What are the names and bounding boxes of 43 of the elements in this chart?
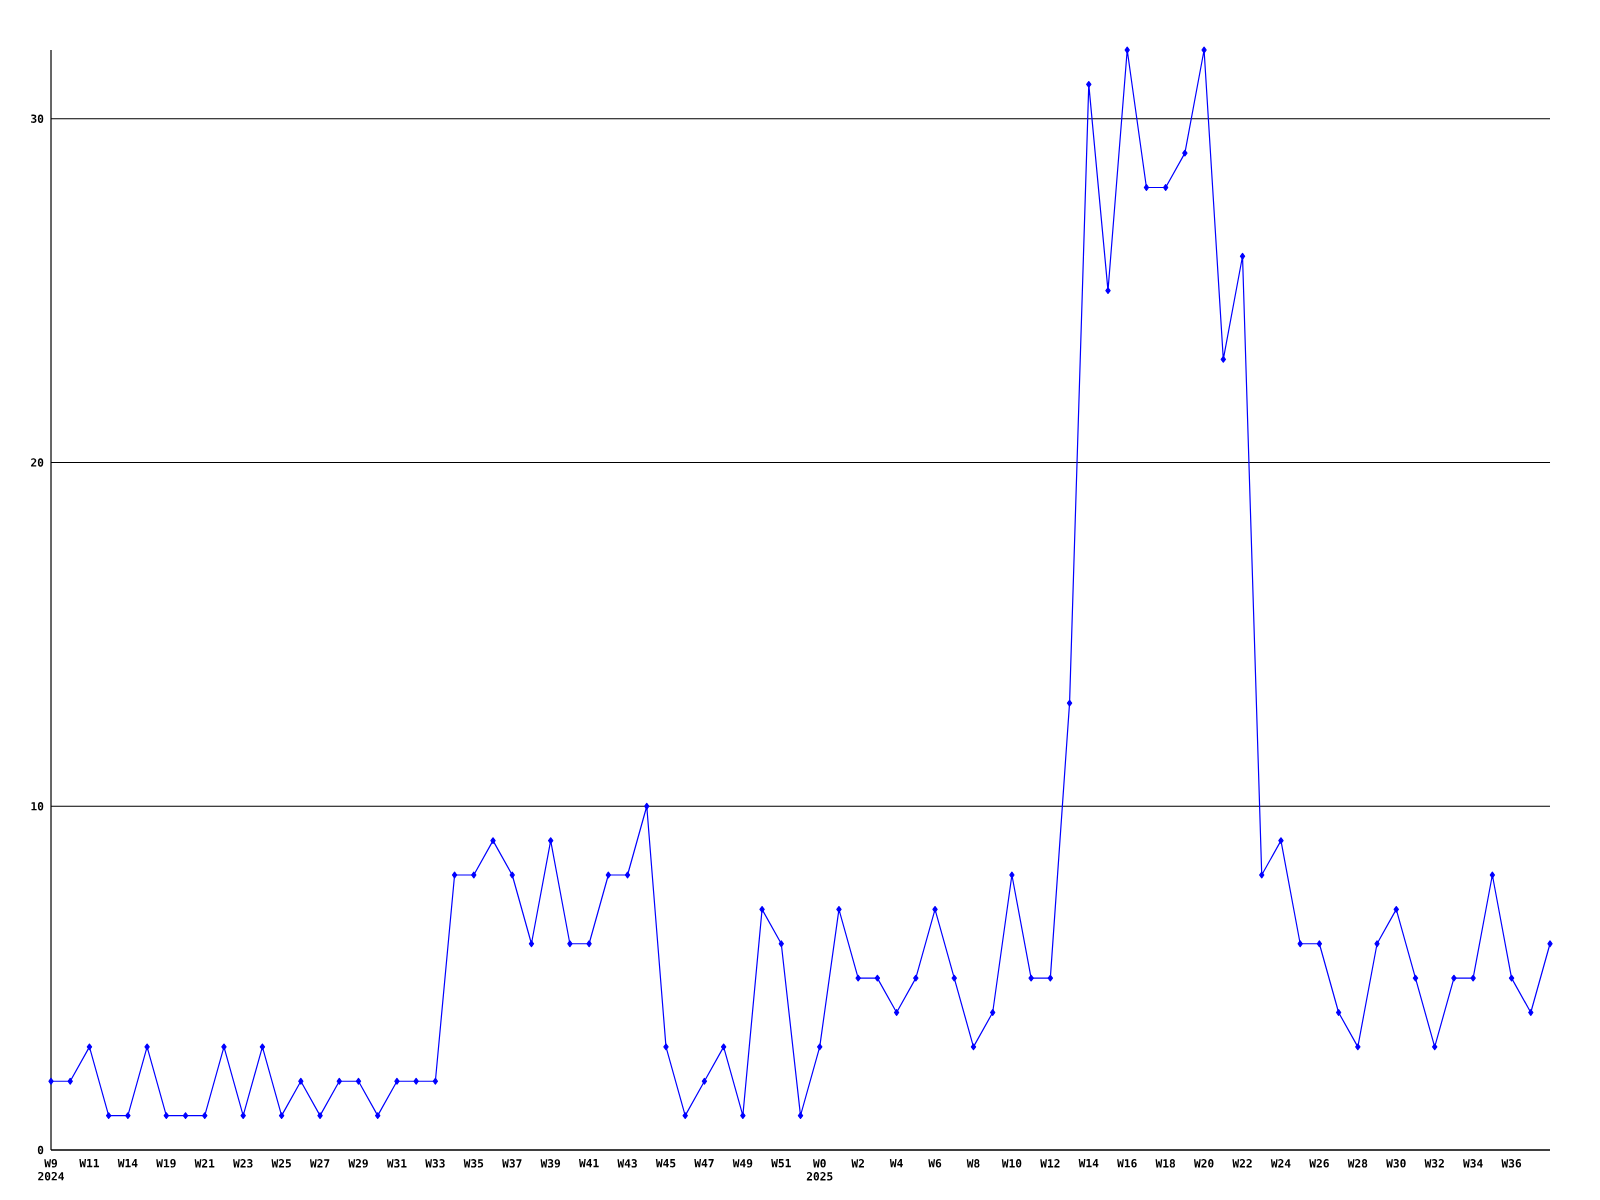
- y-tick-label: 10: [31, 802, 44, 811]
- x-tick-label: W45: [655, 1159, 676, 1168]
- x-tick-label: W18: [1155, 1159, 1176, 1168]
- x-tick-label: W39: [540, 1159, 561, 1168]
- x-tick-label: W10: [1001, 1159, 1022, 1168]
- x-tick-label: W11: [79, 1159, 100, 1168]
- x-tick-label: W31: [386, 1159, 407, 1168]
- x-tick-label: W9 2024: [38, 1159, 64, 1181]
- x-tick-label: W14: [117, 1159, 138, 1168]
- x-tick-label: W23: [233, 1159, 253, 1168]
- x-tick-label: W12: [1040, 1159, 1060, 1168]
- x-tick-label: W34: [1463, 1159, 1483, 1168]
- y-tick-label: 0: [37, 1145, 44, 1155]
- y-tick-label: 30: [31, 114, 44, 123]
- x-tick-label: W36: [1501, 1159, 1522, 1168]
- x-tick-label: W28: [1347, 1159, 1368, 1168]
- x-tick-label: W35: [463, 1159, 484, 1168]
- x-tick-label: W51: [771, 1159, 791, 1168]
- x-tick-label: W19: [156, 1159, 176, 1168]
- x-tick-label: W41: [578, 1159, 599, 1168]
- x-tick-label: W32: [1424, 1159, 1444, 1168]
- x-tick-label: W47: [694, 1159, 714, 1168]
- x-tick-label: W20: [1193, 1159, 1214, 1168]
- x-tick-label: W27: [309, 1159, 330, 1168]
- x-tick-label: W29: [348, 1159, 368, 1168]
- x-tick-label: W37: [502, 1159, 522, 1168]
- x-tick-label: W8: [966, 1159, 980, 1168]
- x-tick-label: W49: [732, 1159, 753, 1168]
- x-tick-label: W6: [928, 1159, 942, 1168]
- x-tick-label: W26: [1309, 1159, 1329, 1168]
- x-tick-label: W24: [1270, 1159, 1291, 1168]
- x-tick-label: W0 2025: [806, 1159, 833, 1181]
- x-tick-label: W25: [271, 1159, 291, 1168]
- x-tick-label: W33: [425, 1159, 445, 1168]
- x-tick-label: W21: [194, 1159, 215, 1168]
- x-tick-label: W43: [617, 1159, 637, 1168]
- x-tick-label: W22: [1232, 1159, 1252, 1168]
- x-tick-label: W2: [851, 1159, 864, 1168]
- x-tick-label: W4: [889, 1159, 903, 1168]
- x-tick-label: W16: [1117, 1159, 1137, 1168]
- y-tick-label: 20: [31, 458, 44, 467]
- x-tick-label: W30: [1386, 1159, 1406, 1168]
- x-tick-label: W14: [1078, 1159, 1099, 1168]
